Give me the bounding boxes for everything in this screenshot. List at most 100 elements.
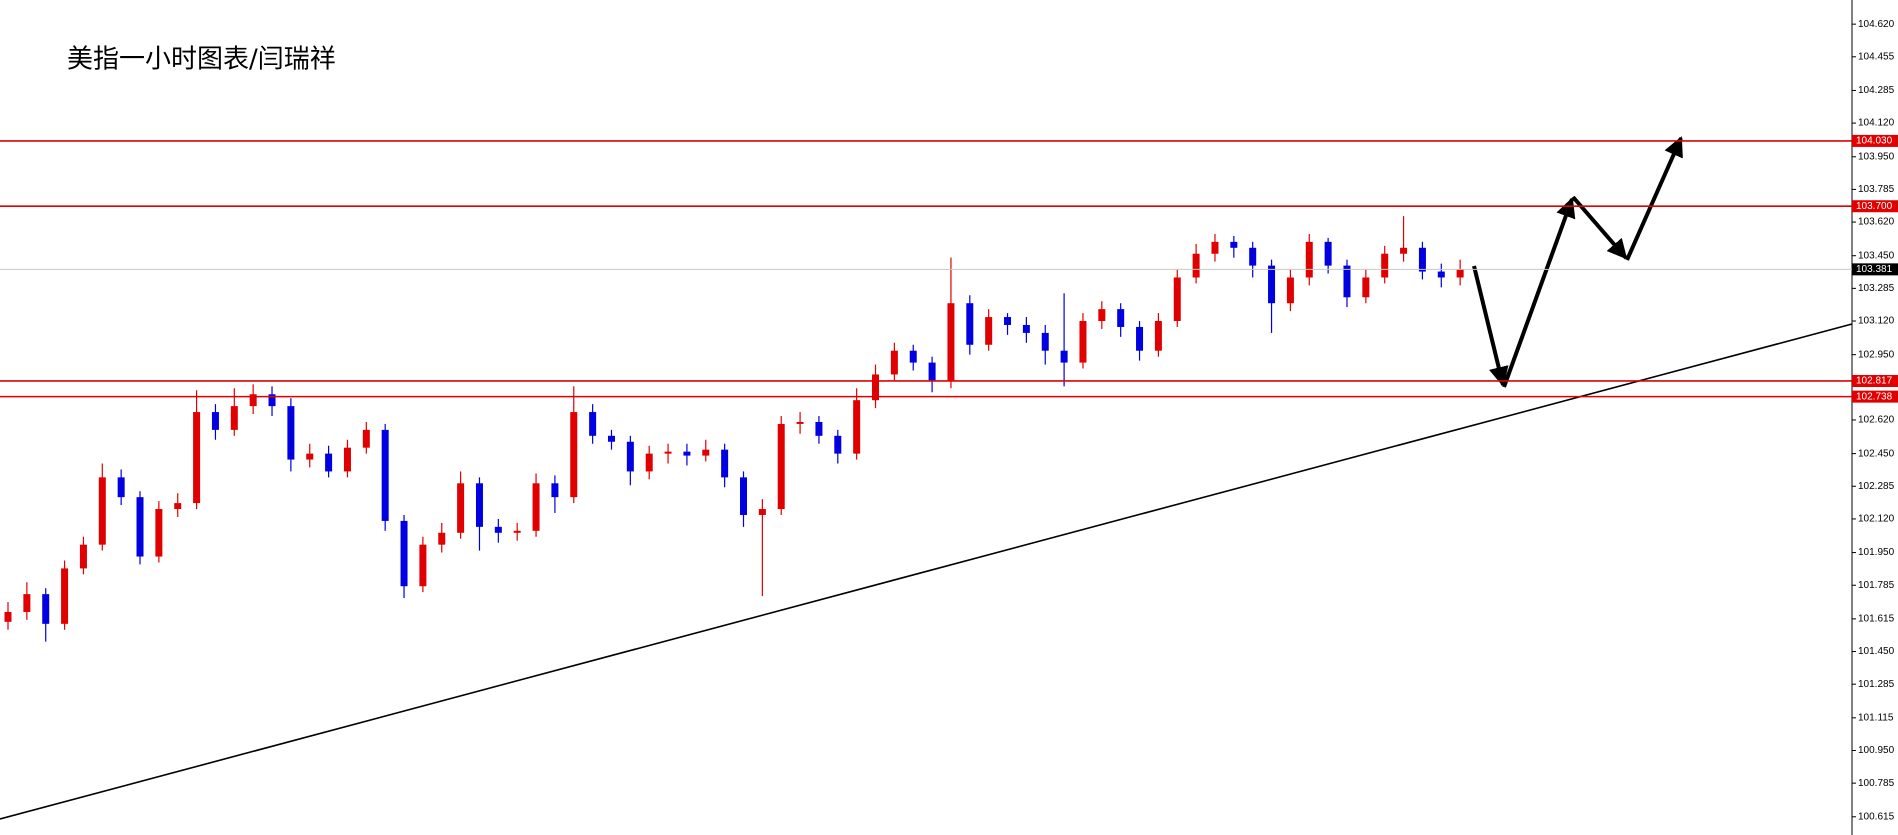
candle-body [400, 520, 408, 587]
candle-body [1154, 321, 1162, 351]
candle-body [494, 526, 502, 533]
price-label: 104.030 [1856, 136, 1893, 147]
trendline [0, 323, 1853, 820]
candle-body [664, 451, 672, 454]
candle-body [777, 423, 785, 510]
candle-body [796, 421, 804, 424]
price-label: 103.700 [1856, 201, 1893, 212]
price-label-box [1852, 200, 1898, 213]
y-tick-label: 103.285 [1858, 283, 1895, 294]
candle-body [1400, 247, 1408, 254]
candle-body [815, 421, 823, 436]
price-label-box [1852, 263, 1898, 276]
candle-body [1117, 309, 1125, 327]
candle-body [155, 509, 163, 557]
candle-body [1060, 350, 1068, 363]
candle-body [890, 350, 898, 375]
forecast-arrows [1472, 136, 1683, 388]
y-tick-label: 101.450 [1858, 646, 1895, 657]
candle-body [42, 594, 50, 624]
price-label: 103.381 [1856, 264, 1893, 275]
candle-body [607, 435, 615, 442]
y-tick-label: 101.115 [1858, 712, 1894, 723]
candle-body [626, 441, 634, 472]
candle-body [343, 447, 351, 472]
chart-title: 美指一小时图表/闫瑞祥 [67, 45, 336, 75]
candle-body [513, 530, 521, 533]
candle-body [136, 497, 144, 557]
y-tick-label: 102.950 [1858, 349, 1895, 360]
arrow [1571, 195, 1628, 260]
candle-body [589, 412, 597, 436]
candle-body [1418, 247, 1426, 272]
candle-body [98, 477, 106, 545]
candle-body [1249, 247, 1257, 266]
y-tick-label: 103.950 [1858, 151, 1895, 162]
candle-body [249, 394, 257, 407]
candle-body [230, 406, 238, 430]
candle-body [1381, 253, 1389, 278]
y-tick-label: 104.455 [1858, 51, 1895, 62]
candle-body [306, 453, 314, 460]
candle-body [1004, 317, 1012, 325]
candle-body [475, 483, 483, 527]
y-tick-label: 102.450 [1858, 448, 1895, 459]
candle-body [457, 483, 465, 533]
y-tick-label: 101.615 [1858, 614, 1895, 625]
candle-body [928, 362, 936, 381]
y-tick-label: 102.285 [1858, 481, 1895, 492]
candle-body [683, 451, 691, 456]
candle-body [1343, 265, 1351, 298]
y-tick-label: 102.120 [1858, 514, 1895, 525]
plot [4, 216, 1464, 642]
candle-body [381, 429, 389, 521]
candle-body [947, 303, 955, 381]
y-tick-label: 101.285 [1858, 679, 1895, 690]
candle-body [1079, 321, 1087, 363]
y-tick-label: 103.620 [1858, 217, 1895, 228]
candle-body [23, 594, 31, 612]
candle-body [853, 400, 861, 454]
y-tick-label: 103.120 [1858, 316, 1895, 327]
candle-body [1456, 269, 1464, 278]
candle-body [1230, 241, 1238, 248]
y-tick-label: 102.620 [1858, 415, 1895, 426]
candle-body [966, 303, 974, 345]
price-label-box [1852, 134, 1898, 147]
candle-body [1022, 324, 1030, 333]
y-tick-label: 104.120 [1858, 118, 1895, 129]
y-tick-label: 100.785 [1858, 778, 1895, 789]
candle-body [268, 394, 276, 407]
y-tick-label: 104.620 [1858, 19, 1895, 30]
candle-body [1268, 265, 1276, 304]
price-label-box [1852, 374, 1898, 387]
arrow [1502, 197, 1576, 388]
candle-body [419, 544, 427, 587]
candle-body [532, 483, 540, 531]
candle-body [1362, 277, 1370, 298]
candle-body [79, 544, 87, 569]
y-tick-label: 103.785 [1858, 184, 1895, 195]
candle-body [1098, 309, 1106, 322]
candle-body [1173, 277, 1181, 322]
candle-body [1437, 271, 1445, 278]
price-label: 102.738 [1856, 391, 1893, 402]
candle-body [1324, 241, 1332, 266]
candle-body [325, 453, 333, 472]
candle-body [834, 435, 842, 454]
candle-body [1286, 277, 1294, 304]
y-tick-label: 103.450 [1858, 250, 1895, 261]
price-label: 102.817 [1856, 376, 1893, 387]
candle-body [1211, 241, 1219, 254]
candle-body [362, 429, 370, 448]
candle-body [174, 503, 182, 510]
candle-body [551, 483, 559, 498]
y-tick-label: 100.615 [1858, 811, 1895, 822]
arrow [1472, 265, 1509, 387]
candle-body [1305, 241, 1313, 278]
y-tick-label: 100.950 [1858, 745, 1895, 756]
y-tick-label: 101.950 [1858, 547, 1895, 558]
candle-body [909, 350, 917, 363]
arrow [1625, 136, 1683, 261]
